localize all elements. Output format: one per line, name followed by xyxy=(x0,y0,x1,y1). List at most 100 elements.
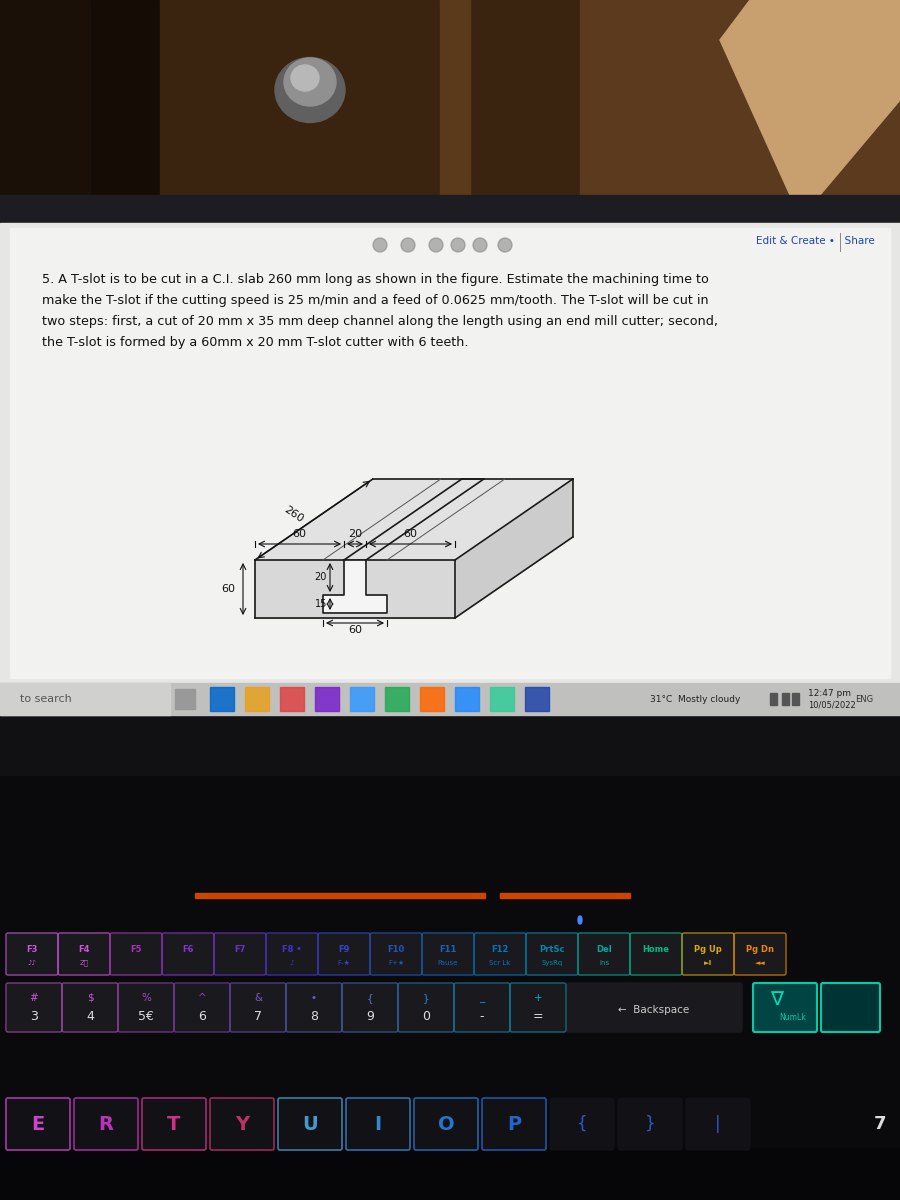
Text: ∇: ∇ xyxy=(770,990,783,1009)
Text: &: & xyxy=(254,994,262,1003)
FancyBboxPatch shape xyxy=(6,934,58,974)
Text: Pg Dn: Pg Dn xyxy=(746,944,774,954)
Text: 60: 60 xyxy=(348,625,362,635)
Text: F-★: F-★ xyxy=(338,960,350,966)
Text: ◄◄: ◄◄ xyxy=(754,960,765,966)
Text: ♪♪: ♪♪ xyxy=(28,960,37,966)
Text: 60: 60 xyxy=(403,529,418,539)
Text: 60: 60 xyxy=(221,584,235,594)
Text: Home: Home xyxy=(643,944,670,954)
Text: Zᶇ: Zᶇ xyxy=(79,960,88,966)
FancyBboxPatch shape xyxy=(278,1098,342,1150)
FancyBboxPatch shape xyxy=(318,934,370,974)
Text: ←  Backspace: ← Backspace xyxy=(618,1006,689,1015)
Bar xyxy=(160,0,580,194)
Text: 3: 3 xyxy=(30,1010,38,1024)
FancyBboxPatch shape xyxy=(510,983,566,1032)
Bar xyxy=(455,686,479,710)
Text: +: + xyxy=(534,994,543,1003)
FancyBboxPatch shape xyxy=(286,983,342,1032)
Text: _: _ xyxy=(480,994,484,1003)
Text: $: $ xyxy=(86,994,94,1003)
Text: F3: F3 xyxy=(26,944,38,954)
Bar xyxy=(245,686,269,710)
Text: Edit & Create •   Share: Edit & Create • Share xyxy=(756,236,875,246)
Polygon shape xyxy=(255,560,455,618)
Bar xyxy=(490,686,514,710)
Bar xyxy=(500,893,630,898)
Text: Pg Up: Pg Up xyxy=(694,944,722,954)
Text: 10/05/2022: 10/05/2022 xyxy=(808,701,856,709)
Ellipse shape xyxy=(578,916,582,924)
Text: Ins: Ins xyxy=(598,960,609,966)
FancyBboxPatch shape xyxy=(630,934,682,974)
Text: F8 •: F8 • xyxy=(282,944,302,954)
Ellipse shape xyxy=(275,58,345,122)
FancyBboxPatch shape xyxy=(821,983,880,1032)
Text: Y: Y xyxy=(235,1115,249,1134)
Text: Del: Del xyxy=(596,944,612,954)
Bar xyxy=(0,1148,900,1200)
Text: 0: 0 xyxy=(422,1010,430,1024)
Bar xyxy=(0,715,900,1200)
Bar xyxy=(770,692,777,704)
Bar xyxy=(195,893,485,898)
Text: 20: 20 xyxy=(315,572,327,582)
FancyBboxPatch shape xyxy=(414,1098,478,1150)
Text: 260: 260 xyxy=(283,504,305,524)
FancyBboxPatch shape xyxy=(686,1098,750,1150)
Bar xyxy=(210,686,234,710)
Text: -: - xyxy=(480,1010,484,1024)
Ellipse shape xyxy=(373,238,387,252)
Text: O: O xyxy=(437,1115,454,1134)
Text: 9: 9 xyxy=(366,1010,373,1024)
FancyBboxPatch shape xyxy=(162,934,214,974)
FancyBboxPatch shape xyxy=(210,1098,274,1150)
FancyBboxPatch shape xyxy=(474,934,526,974)
Text: {: { xyxy=(366,994,373,1003)
Text: 4: 4 xyxy=(86,1010,94,1024)
Polygon shape xyxy=(323,560,387,613)
Text: ENG: ENG xyxy=(855,695,873,703)
Text: P: P xyxy=(507,1115,521,1134)
Bar xyxy=(0,0,180,194)
Bar xyxy=(0,194,900,223)
FancyBboxPatch shape xyxy=(110,934,162,974)
FancyBboxPatch shape xyxy=(454,983,510,1032)
Text: PrtSc: PrtSc xyxy=(539,944,565,954)
FancyBboxPatch shape xyxy=(346,1098,410,1150)
Text: E: E xyxy=(32,1115,45,1134)
FancyBboxPatch shape xyxy=(550,1098,614,1150)
FancyBboxPatch shape xyxy=(62,983,118,1032)
Ellipse shape xyxy=(291,65,319,91)
Bar xyxy=(315,686,339,710)
Text: ♪: ♪ xyxy=(290,960,294,966)
Text: 5. A T-slot is to be cut in a C.I. slab 260 mm long as shown in the figure. Esti: 5. A T-slot is to be cut in a C.I. slab … xyxy=(42,272,709,286)
Text: 31°C  Mostly cloudy: 31°C Mostly cloudy xyxy=(650,695,741,703)
FancyBboxPatch shape xyxy=(266,934,318,974)
Text: F10: F10 xyxy=(387,944,405,954)
Text: •: • xyxy=(311,994,317,1003)
FancyBboxPatch shape xyxy=(174,983,230,1032)
Polygon shape xyxy=(255,479,572,560)
Text: F7: F7 xyxy=(234,944,246,954)
Polygon shape xyxy=(580,0,900,194)
Text: Pause: Pause xyxy=(437,960,458,966)
FancyBboxPatch shape xyxy=(526,934,578,974)
Bar xyxy=(420,686,444,710)
Bar xyxy=(525,686,549,710)
Ellipse shape xyxy=(429,238,443,252)
Text: {: { xyxy=(577,1115,588,1133)
FancyBboxPatch shape xyxy=(734,934,786,974)
Ellipse shape xyxy=(401,238,415,252)
Text: }: } xyxy=(423,994,429,1003)
Text: F6: F6 xyxy=(182,944,194,954)
Text: #: # xyxy=(30,994,39,1003)
Text: F11: F11 xyxy=(439,944,456,954)
FancyBboxPatch shape xyxy=(6,983,62,1032)
Polygon shape xyxy=(455,479,572,618)
FancyBboxPatch shape xyxy=(370,934,422,974)
Text: F5: F5 xyxy=(130,944,142,954)
Text: I: I xyxy=(374,1115,382,1134)
Text: NumLk: NumLk xyxy=(779,1013,806,1022)
